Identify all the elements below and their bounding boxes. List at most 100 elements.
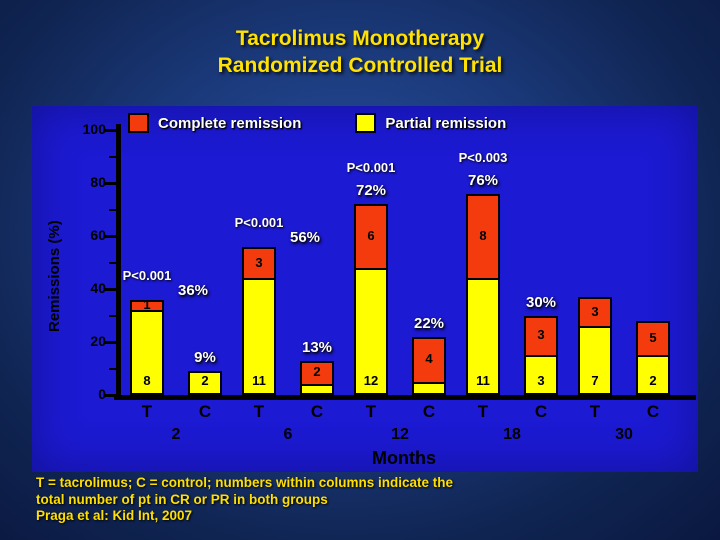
bar-C-month-2 bbox=[188, 371, 222, 395]
count-complete: 3 bbox=[255, 254, 263, 270]
segment-complete-remission bbox=[414, 338, 444, 384]
percent-label: 9% bbox=[194, 349, 216, 367]
segment-partial-remission bbox=[132, 312, 162, 393]
segment-partial-remission bbox=[468, 280, 498, 393]
segment-complete-remission bbox=[526, 317, 556, 358]
bar-arm-label: T bbox=[141, 402, 153, 421]
count-partial: 3 bbox=[537, 373, 545, 388]
legend-label: Complete remission bbox=[158, 114, 302, 132]
y-tick-label: 100 bbox=[82, 121, 106, 137]
count-complete: 1 bbox=[143, 296, 151, 312]
segment-partial-remission bbox=[302, 386, 332, 393]
y-tick-minor bbox=[109, 208, 116, 211]
count-complete: 2 bbox=[313, 364, 321, 380]
bar-arm-label: C bbox=[198, 402, 212, 421]
y-tick-major bbox=[105, 181, 116, 185]
y-tick-major bbox=[105, 393, 116, 397]
bar-C-month-30 bbox=[636, 320, 670, 395]
count-partial: 7 bbox=[591, 373, 599, 388]
segment-complete-remission bbox=[468, 195, 498, 281]
bar-arm-label: T bbox=[477, 402, 489, 421]
chart-legend: Complete remission Partial remission bbox=[128, 113, 506, 133]
x-axis-label: Months bbox=[372, 448, 436, 468]
segment-partial-remission bbox=[638, 357, 668, 393]
percent-label: 56% bbox=[289, 228, 321, 246]
bar-T-month-18 bbox=[466, 193, 500, 395]
legend-item-partial-remission: Partial remission bbox=[355, 113, 506, 133]
count-partial: 11 bbox=[476, 373, 490, 388]
y-tick-major bbox=[105, 340, 116, 344]
pvalue-label: P<0.001 bbox=[346, 160, 396, 176]
segment-complete-remission bbox=[356, 206, 386, 270]
legend-swatch-icon bbox=[128, 113, 149, 133]
bar-C-month-6 bbox=[300, 360, 334, 395]
count-complete: 3 bbox=[537, 327, 545, 343]
segment-complete-remission bbox=[244, 248, 274, 281]
y-axis-line bbox=[116, 124, 121, 400]
legend-swatch-icon bbox=[355, 113, 377, 133]
segment-complete-remission bbox=[132, 301, 162, 313]
caption-line3: Praga et al: Kid Int, 2007 bbox=[36, 508, 193, 523]
percent-label: 76% bbox=[467, 171, 499, 189]
segment-partial-remission bbox=[356, 269, 386, 393]
slide-title-line2: Randomized Controlled Trial bbox=[217, 54, 503, 77]
y-tick-major bbox=[105, 287, 116, 291]
legend-item-complete-remission: Complete remission bbox=[128, 113, 301, 133]
slide-title-line1: Tacrolimus Monotherapy bbox=[235, 27, 485, 50]
y-tick-major bbox=[105, 128, 116, 132]
caption-line1: T = tacrolimus; C = control; numbers wit… bbox=[36, 475, 454, 490]
percent-label: 36% bbox=[177, 281, 209, 299]
bar-C-month-12 bbox=[412, 336, 446, 395]
bar-T-month-30 bbox=[578, 296, 612, 395]
bar-arm-label: C bbox=[422, 402, 436, 421]
bar-T-month-2 bbox=[130, 299, 164, 395]
percent-label: 13% bbox=[301, 338, 333, 356]
count-complete: 6 bbox=[367, 228, 375, 243]
bar-arm-label: T bbox=[365, 402, 377, 421]
bar-arm-label: T bbox=[253, 402, 265, 421]
chart-panel: Complete remission Partial remission Remi… bbox=[32, 106, 698, 472]
pvalue-label: P<0.001 bbox=[234, 214, 284, 230]
caption-line2: total number of pt in CR or PR in both g… bbox=[36, 491, 328, 507]
count-complete: 5 bbox=[649, 330, 657, 346]
y-axis-label: Remissions (%) bbox=[46, 220, 63, 332]
segment-partial-remission bbox=[580, 328, 610, 393]
y-tick-minor bbox=[109, 314, 116, 317]
y-tick-label: 20 bbox=[90, 333, 106, 349]
count-complete: 4 bbox=[425, 351, 433, 367]
bar-arm-label: C bbox=[646, 402, 660, 421]
segment-partial-remission bbox=[526, 357, 556, 393]
pvalue-label: P<0.003 bbox=[458, 149, 508, 165]
count-complete: 3 bbox=[591, 303, 599, 319]
y-tick-label: 60 bbox=[90, 227, 106, 243]
percent-label: 72% bbox=[355, 182, 387, 200]
pvalue-label: P<0.001 bbox=[122, 267, 172, 283]
bar-T-month-6 bbox=[242, 246, 276, 395]
count-partial: 11 bbox=[252, 373, 266, 388]
y-tick-major bbox=[105, 234, 116, 238]
segment-partial-remission bbox=[190, 373, 220, 393]
count-complete: 8 bbox=[479, 228, 487, 243]
bar-arm-label: C bbox=[534, 402, 548, 421]
y-tick-minor bbox=[109, 155, 116, 158]
bar-arm-label: C bbox=[310, 402, 324, 421]
percent-label: 30% bbox=[525, 293, 557, 311]
segment-complete-remission bbox=[580, 298, 610, 329]
y-tick-label: 80 bbox=[90, 174, 106, 190]
y-tick-minor bbox=[109, 367, 116, 370]
month-label: 2 bbox=[171, 426, 181, 443]
legend-label: Partial remission bbox=[385, 114, 507, 132]
segment-complete-remission bbox=[638, 322, 668, 358]
month-label: 30 bbox=[615, 426, 633, 443]
month-label: 6 bbox=[283, 426, 293, 443]
month-label: 18 bbox=[503, 426, 521, 443]
slide-title: Tacrolimus Monotherapy Randomized Contro… bbox=[0, 25, 720, 79]
bar-T-month-12 bbox=[354, 204, 388, 395]
segment-partial-remission bbox=[244, 280, 274, 393]
count-partial: 2 bbox=[201, 373, 209, 388]
segment-complete-remission bbox=[302, 362, 332, 387]
x-axis-line bbox=[114, 395, 696, 400]
count-partial: 12 bbox=[363, 373, 379, 388]
count-partial: 8 bbox=[143, 373, 151, 388]
